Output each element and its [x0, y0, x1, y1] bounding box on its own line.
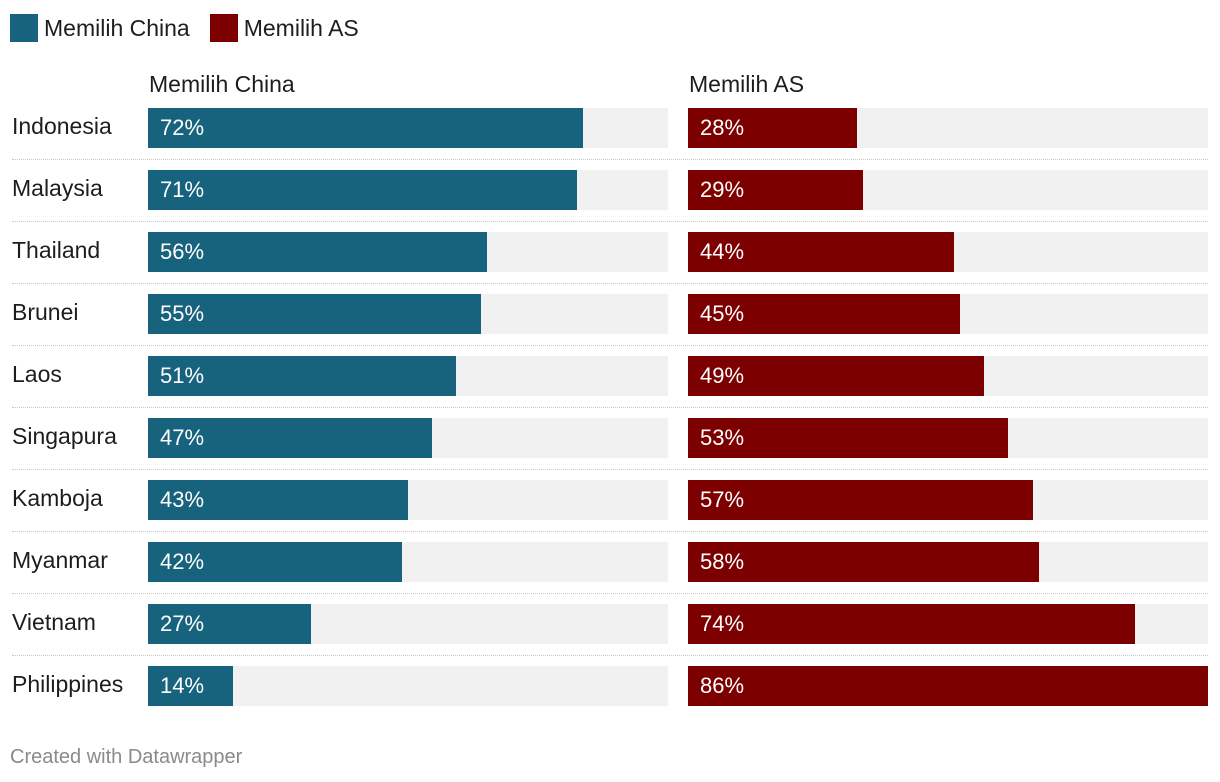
bar-memilih-as-singapura: 53%: [688, 418, 1009, 458]
row-label: Myanmar: [12, 547, 108, 573]
row-divider: [12, 221, 1208, 222]
bar-value-label: 58%: [700, 549, 745, 574]
bar-track-memilih-as: 53%: [688, 418, 1208, 458]
bar-value-label: 56%: [160, 239, 205, 264]
bar-memilih-as-vietnam: 74%: [688, 604, 1136, 644]
legend-item-china: Memilih China: [10, 14, 190, 42]
bar-value-label: 42%: [160, 549, 205, 574]
bar-track-memilih-as: 86%: [688, 666, 1208, 706]
bar-memilih-china-philippines: 14%: [148, 666, 233, 706]
bar-value-label: 47%: [160, 425, 205, 450]
row-label: Thailand: [12, 237, 101, 263]
bar-track-memilih-as: 44%: [688, 232, 1208, 272]
footer-credit: Created with Datawrapper: [10, 746, 243, 768]
bar-track-memilih-china: 47%: [148, 418, 668, 458]
row-divider: [12, 531, 1208, 532]
bar-track-memilih-as: 74%: [688, 604, 1208, 644]
bar-track-memilih-china: 56%: [148, 232, 668, 272]
bar-memilih-china-laos: 51%: [148, 356, 457, 396]
row-label: Philippines: [12, 671, 124, 697]
row-vietnam: Vietnam 27% 74%: [0, 604, 1220, 666]
row-label: Indonesia: [12, 113, 112, 139]
bar-memilih-as-malaysia: 29%: [688, 170, 864, 210]
bar-value-label: 49%: [700, 363, 745, 388]
bar-track-memilih-china: 27%: [148, 604, 668, 644]
row-label: Kamboja: [12, 485, 103, 511]
row-divider: [12, 407, 1208, 408]
row-divider: [12, 345, 1208, 346]
row-philippines: Philippines 14% 86%: [0, 666, 1220, 728]
bar-memilih-china-vietnam: 27%: [148, 604, 312, 644]
bar-track-memilih-china: 71%: [148, 170, 668, 210]
bar-value-label: 51%: [160, 363, 205, 388]
bar-memilih-as-kamboja: 57%: [688, 480, 1033, 520]
row-divider: [12, 655, 1208, 656]
column-header-as: Memilih AS: [689, 71, 805, 97]
bar-value-label: 71%: [160, 177, 205, 202]
legend-label-china: Memilih China: [44, 15, 190, 41]
bar-value-label: 86%: [700, 673, 745, 698]
bar-value-label: 57%: [700, 487, 745, 512]
row-label: Vietnam: [12, 609, 96, 635]
bar-value-label: 14%: [160, 673, 205, 698]
row-label: Malaysia: [12, 175, 103, 201]
row-myanmar: Myanmar 42% 58%: [0, 542, 1220, 604]
bar-value-label: 74%: [700, 611, 745, 636]
bar-track-memilih-china: 14%: [148, 666, 668, 706]
bar-memilih-china-kamboja: 43%: [148, 480, 408, 520]
bar-value-label: 53%: [700, 425, 745, 450]
row-divider: [12, 283, 1208, 284]
bar-value-label: 72%: [160, 115, 205, 140]
column-header-china: Memilih China: [149, 71, 295, 97]
bar-track-memilih-china: 55%: [148, 294, 668, 334]
bar-memilih-china-indonesia: 72%: [148, 108, 584, 148]
bar-value-label: 29%: [700, 177, 745, 202]
row-malaysia: Malaysia 71% 29%: [0, 170, 1220, 232]
bar-track-memilih-china: 42%: [148, 542, 668, 582]
legend-swatch-as: [209, 14, 238, 42]
bar-track-memilih-as: 29%: [688, 170, 1208, 210]
row-laos: Laos 51% 49%: [0, 356, 1220, 418]
legend-item-as: Memilih AS: [209, 14, 359, 42]
row-brunei: Brunei 55% 45%: [0, 294, 1220, 356]
bar-track-memilih-china: 43%: [148, 480, 668, 520]
row-divider: [12, 159, 1208, 160]
legend-swatch-china: [10, 14, 38, 42]
bar-value-label: 45%: [700, 301, 745, 326]
row-divider: [12, 593, 1208, 594]
bar-memilih-as-laos: 49%: [688, 356, 985, 396]
bar-track-memilih-as: 58%: [688, 542, 1208, 582]
bar-track-memilih-as: 45%: [688, 294, 1208, 334]
row-kamboja: Kamboja 43% 57%: [0, 480, 1220, 542]
bar-track-memilih-china: 72%: [148, 108, 668, 148]
bar-memilih-china-thailand: 56%: [148, 232, 487, 272]
row-indonesia: Indonesia 72% 28%: [0, 108, 1220, 170]
bar-value-label: 43%: [160, 487, 205, 512]
bar-track-memilih-as: 49%: [688, 356, 1208, 396]
bar-track-memilih-as: 28%: [688, 108, 1208, 148]
row-thailand: Thailand 56% 44%: [0, 232, 1220, 294]
legend-label-as: Memilih AS: [243, 15, 359, 41]
legend: Memilih China Memilih AS: [10, 13, 379, 43]
bar-memilih-china-malaysia: 71%: [148, 170, 578, 210]
bar-memilih-as-myanmar: 58%: [688, 542, 1039, 582]
bar-memilih-china-brunei: 55%: [148, 294, 481, 334]
bar-track-memilih-china: 51%: [148, 356, 668, 396]
bar-memilih-as-brunei: 45%: [688, 294, 961, 334]
bar-memilih-as-philippines: 86%: [688, 666, 1208, 706]
bar-value-label: 55%: [160, 301, 205, 326]
bar-value-label: 27%: [160, 611, 205, 636]
row-label: Laos: [12, 361, 62, 387]
row-label: Brunei: [12, 299, 79, 325]
bar-track-memilih-as: 57%: [688, 480, 1208, 520]
row-divider: [12, 469, 1208, 470]
bar-memilih-china-myanmar: 42%: [148, 542, 402, 582]
bar-value-label: 28%: [700, 115, 745, 140]
bar-memilih-china-singapura: 47%: [148, 418, 433, 458]
bar-memilih-as-thailand: 44%: [688, 232, 955, 272]
row-label: Singapura: [12, 423, 117, 449]
row-singapura: Singapura 47% 53%: [0, 418, 1220, 480]
bar-memilih-as-indonesia: 28%: [688, 108, 858, 148]
bar-value-label: 44%: [700, 239, 745, 264]
